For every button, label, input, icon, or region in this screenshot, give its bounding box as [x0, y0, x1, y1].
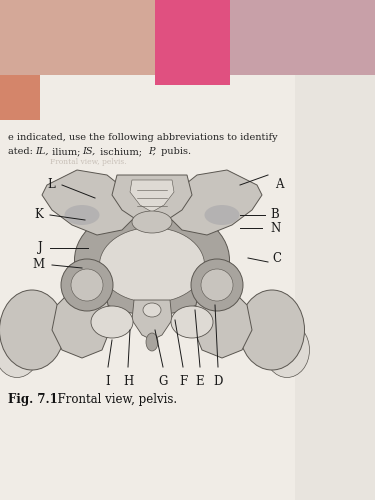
Text: J: J: [38, 242, 43, 254]
Text: E: E: [196, 375, 204, 388]
Polygon shape: [192, 285, 252, 358]
Text: Frontal view, pelvis.: Frontal view, pelvis.: [50, 393, 177, 406]
Polygon shape: [112, 175, 192, 225]
Text: G: G: [158, 375, 168, 388]
Ellipse shape: [204, 205, 240, 225]
Text: H: H: [123, 375, 133, 388]
FancyBboxPatch shape: [200, 0, 375, 200]
Ellipse shape: [191, 259, 243, 311]
Text: IL,: IL,: [35, 147, 48, 156]
Ellipse shape: [171, 306, 213, 338]
Ellipse shape: [132, 211, 172, 233]
Ellipse shape: [0, 290, 64, 370]
Text: N: N: [270, 222, 280, 234]
Ellipse shape: [64, 205, 99, 225]
Text: ilium;: ilium;: [49, 147, 84, 156]
Ellipse shape: [264, 322, 309, 378]
Text: C: C: [272, 252, 281, 264]
Text: Frontal view, pelvis.: Frontal view, pelvis.: [50, 158, 127, 166]
Text: P,: P,: [148, 147, 156, 156]
Polygon shape: [42, 170, 137, 235]
Text: B: B: [270, 208, 279, 222]
Text: K: K: [34, 208, 43, 222]
FancyBboxPatch shape: [0, 75, 40, 120]
Ellipse shape: [75, 205, 230, 315]
FancyBboxPatch shape: [155, 0, 230, 85]
Text: pubis.: pubis.: [158, 147, 191, 156]
Text: Fig. 7.1: Fig. 7.1: [8, 393, 58, 406]
Polygon shape: [52, 285, 112, 358]
Polygon shape: [167, 170, 262, 235]
Ellipse shape: [240, 290, 304, 370]
Text: D: D: [213, 375, 223, 388]
Text: ischium;: ischium;: [97, 147, 145, 156]
Polygon shape: [132, 300, 172, 340]
Ellipse shape: [99, 228, 204, 302]
Text: L: L: [47, 178, 55, 192]
FancyBboxPatch shape: [0, 75, 295, 500]
Ellipse shape: [71, 269, 103, 301]
Text: M: M: [33, 258, 45, 272]
Ellipse shape: [146, 333, 158, 351]
Ellipse shape: [61, 259, 113, 311]
Text: e indicated, use the following abbreviations to identify: e indicated, use the following abbreviat…: [8, 133, 278, 142]
Polygon shape: [130, 180, 174, 212]
Text: I: I: [106, 375, 110, 388]
Ellipse shape: [0, 322, 39, 378]
Ellipse shape: [143, 303, 161, 317]
Ellipse shape: [201, 269, 233, 301]
FancyBboxPatch shape: [295, 75, 375, 500]
Text: ated:: ated:: [8, 147, 36, 156]
Text: IS,: IS,: [82, 147, 95, 156]
Text: A: A: [275, 178, 284, 192]
Text: F: F: [179, 375, 187, 388]
FancyBboxPatch shape: [0, 0, 200, 80]
Ellipse shape: [91, 306, 133, 338]
